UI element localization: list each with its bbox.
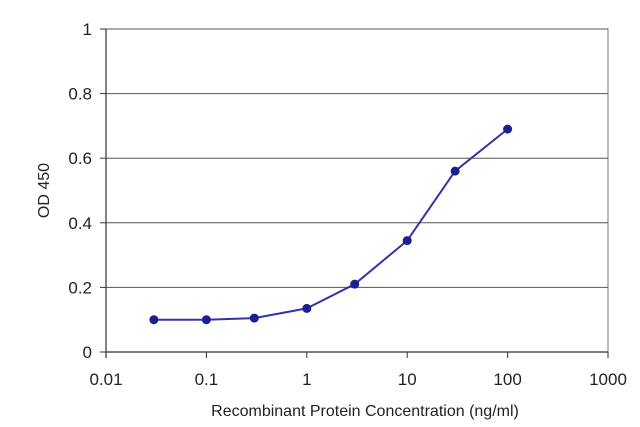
series-group [149, 124, 513, 325]
y-tick-label: 0 [83, 343, 92, 362]
series-line [153, 128, 509, 321]
gridlines [106, 28, 608, 288]
y-tick-label: 0.4 [68, 214, 92, 233]
data-point [149, 315, 159, 325]
x-tick-label: 100 [493, 370, 521, 389]
data-point [249, 313, 259, 323]
y-tick-label: 0.6 [68, 149, 92, 168]
y-tick-label: 0.2 [68, 278, 92, 297]
x-tick-label: 0.01 [89, 370, 122, 389]
x-axis-ticks: 0.01 0.1 1 10 100 1000 [89, 352, 627, 389]
x-tick-label: 10 [398, 370, 417, 389]
plot-area-frame [105, 28, 609, 353]
x-axis-label: Recombinant Protein Concentration (ng/ml… [211, 403, 519, 420]
axes [105, 29, 608, 358]
y-axis-ticks: 0 0.2 0.4 0.6 0.8 1 [68, 20, 106, 362]
x-tick-label: 1000 [589, 370, 627, 389]
x-tick-label: 1 [302, 370, 311, 389]
data-point [302, 303, 312, 313]
data-point [402, 236, 412, 246]
x-tick-label: 0.1 [195, 370, 219, 389]
y-tick-label: 1 [83, 20, 92, 39]
data-point [503, 124, 513, 134]
data-point [350, 279, 360, 289]
data-point [450, 166, 460, 176]
data-point [201, 315, 211, 325]
y-tick-label: 0.8 [68, 85, 92, 104]
y-axis-label: OD 450 [36, 163, 53, 218]
